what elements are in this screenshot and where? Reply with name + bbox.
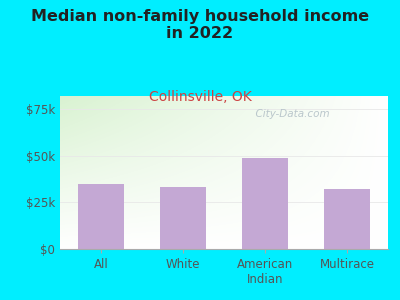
Text: Median non-family household income
in 2022: Median non-family household income in 20…: [31, 9, 369, 41]
Bar: [242, 158, 288, 249]
Bar: [160, 188, 206, 249]
Text: Collinsville, OK: Collinsville, OK: [149, 90, 251, 104]
Text: City-Data.com: City-Data.com: [249, 110, 330, 119]
Bar: [324, 189, 370, 249]
Bar: [78, 184, 124, 249]
